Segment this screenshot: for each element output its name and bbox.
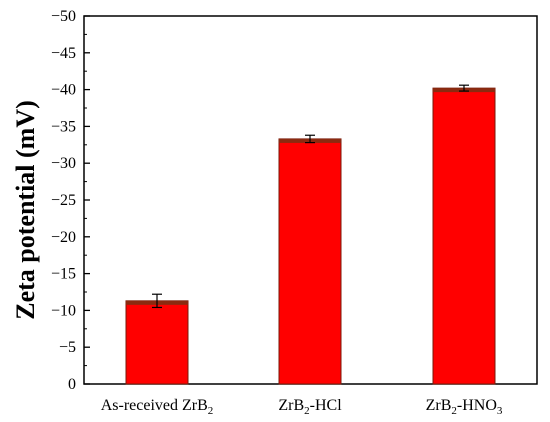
category-label: ZrB2-HCl (278, 397, 342, 417)
y-tick-label: −25 (51, 192, 76, 209)
bar (278, 138, 342, 385)
y-tick-label: −35 (51, 118, 76, 135)
y-tick-label: −15 (51, 266, 76, 283)
y-axis: 0 −5 −10 −15 −20 −25 −30 −35 −40 −45 −50 (51, 8, 90, 393)
y-tick-label: 0 (68, 376, 76, 393)
y-tick-label: −50 (51, 8, 76, 25)
bars-group (125, 84, 496, 385)
y-axis-title: Zeta potential (mV) (11, 100, 40, 320)
y-tick-label: −20 (51, 229, 76, 246)
y-tick-label: −40 (51, 82, 76, 99)
bar (125, 300, 189, 385)
y-tick-label: −10 (51, 302, 76, 319)
y-tick-label: −30 (51, 155, 76, 172)
y-tick-label: −45 (51, 45, 76, 62)
category-label: As-received ZrB2 (101, 397, 214, 417)
bar (432, 87, 496, 385)
category-label: ZrB2-HNO3 (426, 397, 503, 417)
x-axis-labels: As-received ZrB2 ZrB2-HCl ZrB2-HNO3 (101, 397, 503, 417)
y-tick-label: −5 (59, 339, 76, 356)
